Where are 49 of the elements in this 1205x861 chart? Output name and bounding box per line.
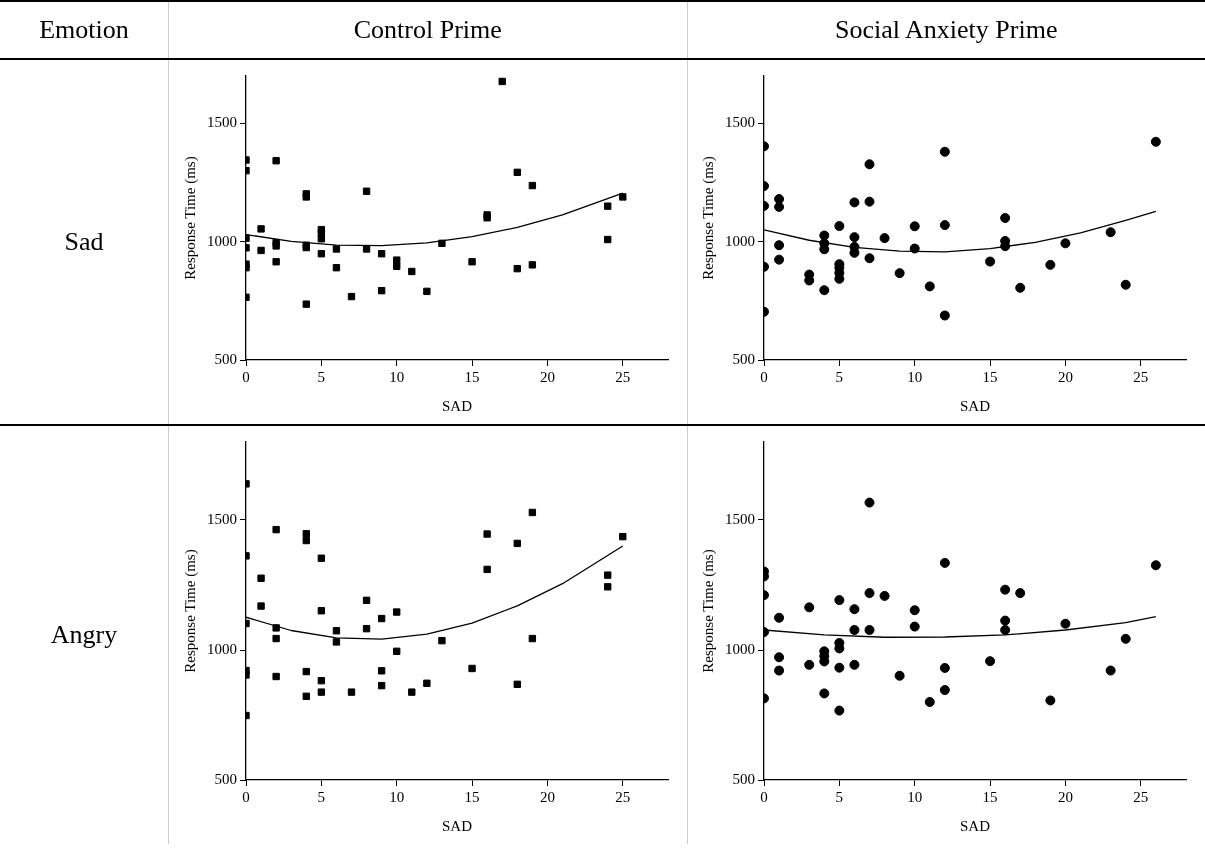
x-axis-title: SAD bbox=[441, 397, 472, 414]
x-tick-label: 10 bbox=[907, 368, 923, 385]
chart-title: Control Prime bbox=[168, 1, 687, 59]
x-tick-label: 5 bbox=[317, 788, 325, 805]
x-tick-label: 25 bbox=[1133, 788, 1149, 805]
x-tick-label: 20 bbox=[1058, 788, 1074, 805]
x-axis-title: SAD bbox=[441, 817, 472, 834]
x-tick-label: 15 bbox=[464, 788, 480, 805]
y-tick-label: 1000 bbox=[725, 640, 756, 657]
x-tick-label: 0 bbox=[242, 368, 250, 385]
y-tick-label: 1500 bbox=[206, 510, 237, 527]
x-tick-label: 0 bbox=[760, 368, 768, 385]
x-axis-title: SAD bbox=[960, 817, 991, 834]
y-axis-title: Response Time (ms) bbox=[181, 549, 199, 673]
y-tick-label: 500 bbox=[732, 350, 756, 367]
x-tick-label: 0 bbox=[242, 788, 250, 805]
x-tick-label: 10 bbox=[388, 788, 404, 805]
chart-title: Social Anxiety Prime bbox=[687, 1, 1205, 59]
x-tick-label: 0 bbox=[760, 788, 768, 805]
x-tick-label: 20 bbox=[1058, 368, 1074, 385]
y-axis-title: Response Time (ms) bbox=[700, 549, 718, 673]
y-tick-label: 500 bbox=[732, 770, 756, 787]
x-tick-label: 15 bbox=[982, 368, 998, 385]
x-tick-label: 15 bbox=[464, 368, 480, 385]
x-tick-label: 15 bbox=[982, 788, 998, 805]
text: Sad bbox=[0, 59, 169, 425]
y-tick-label: 1500 bbox=[725, 114, 756, 131]
x-tick-label: 20 bbox=[539, 788, 555, 805]
x-tick-label: 25 bbox=[1133, 368, 1149, 385]
y-tick-label: 500 bbox=[214, 770, 237, 787]
text: Emotion bbox=[0, 1, 169, 59]
x-tick-label: 5 bbox=[835, 368, 844, 385]
x-tick-label: 25 bbox=[615, 368, 631, 385]
y-tick-label: 1500 bbox=[206, 114, 237, 131]
y-tick-label: 1500 bbox=[725, 510, 756, 527]
y-axis-title: Response Time (ms) bbox=[181, 156, 199, 280]
x-tick-label: 10 bbox=[388, 368, 404, 385]
x-tick-label: 20 bbox=[539, 368, 555, 385]
y-tick-label: 1000 bbox=[206, 232, 237, 249]
y-axis-title: Response Time (ms) bbox=[700, 156, 718, 280]
x-tick-label: 10 bbox=[907, 788, 923, 805]
y-tick-label: 500 bbox=[214, 350, 237, 367]
x-tick-label: 25 bbox=[615, 788, 631, 805]
y-tick-label: 1000 bbox=[206, 640, 237, 657]
x-axis-title: SAD bbox=[960, 397, 991, 414]
y-tick-label: 1000 bbox=[725, 232, 756, 249]
x-tick-label: 5 bbox=[835, 788, 844, 805]
x-tick-label: 5 bbox=[317, 368, 325, 385]
text: Angry bbox=[49, 619, 119, 651]
